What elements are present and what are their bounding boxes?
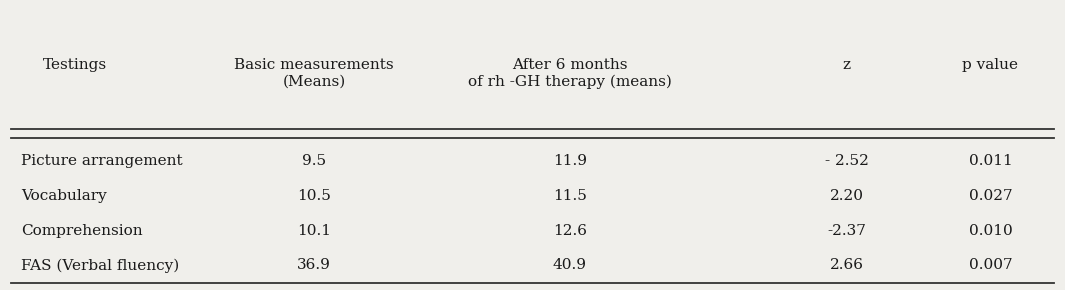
Text: Comprehension: Comprehension	[21, 224, 143, 238]
Text: 2.66: 2.66	[830, 258, 864, 272]
Text: 36.9: 36.9	[297, 258, 331, 272]
Text: 40.9: 40.9	[553, 258, 587, 272]
Text: 0.027: 0.027	[969, 189, 1012, 203]
Text: Vocabulary: Vocabulary	[21, 189, 108, 203]
Text: - 2.52: - 2.52	[824, 154, 869, 168]
Text: After 6 months
of rh -GH therapy (means): After 6 months of rh -GH therapy (means)	[468, 58, 672, 89]
Text: 11.5: 11.5	[553, 189, 587, 203]
Text: 12.6: 12.6	[553, 224, 587, 238]
Text: z: z	[842, 58, 851, 72]
Text: 10.1: 10.1	[297, 224, 331, 238]
Text: Testings: Testings	[43, 58, 106, 72]
Text: FAS (Verbal fluency): FAS (Verbal fluency)	[21, 258, 180, 273]
Text: 0.007: 0.007	[969, 258, 1012, 272]
Text: 0.010: 0.010	[968, 224, 1013, 238]
Text: 0.011: 0.011	[968, 154, 1013, 168]
Text: 11.9: 11.9	[553, 154, 587, 168]
Text: 10.5: 10.5	[297, 189, 331, 203]
Text: 2.20: 2.20	[830, 189, 864, 203]
Text: Basic measurements
(Means): Basic measurements (Means)	[234, 58, 394, 88]
Text: 9.5: 9.5	[302, 154, 326, 168]
Text: Picture arrangement: Picture arrangement	[21, 154, 183, 168]
Text: p value: p value	[963, 58, 1018, 72]
Text: -2.37: -2.37	[828, 224, 866, 238]
